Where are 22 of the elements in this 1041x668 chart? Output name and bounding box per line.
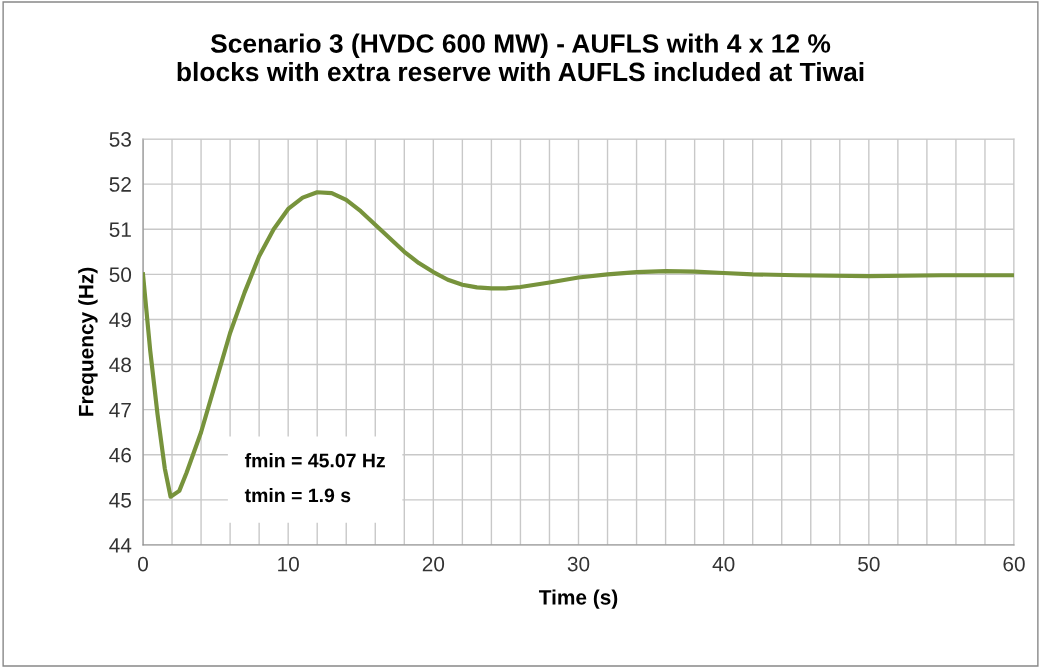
y-tick-label: 53	[109, 132, 131, 147]
y-tick-label: 50	[109, 267, 132, 283]
y-axis-title: Frequency (Hz)	[78, 267, 98, 416]
y-tick-label: 52	[109, 177, 131, 192]
x-tick-label: 20	[422, 556, 445, 572]
x-tick-label: 40	[712, 556, 735, 572]
y-tick-label: 49	[109, 312, 131, 328]
annotation: fmin = 45.07 Hz	[244, 453, 385, 468]
x-tick-label: 50	[858, 556, 880, 572]
x-tick-label: 10	[278, 556, 299, 572]
y-tick-label: 51	[109, 222, 131, 237]
x-tick-label: 60	[1003, 556, 1025, 572]
y-tick-label: 45	[109, 493, 132, 508]
y-tick-label: 48	[109, 357, 131, 373]
x-tick-label: 30	[567, 556, 590, 572]
y-tick-label: 44	[109, 538, 132, 553]
y-tick-label: 46	[109, 447, 131, 463]
x-axis-title: Time (s)	[538, 589, 618, 609]
y-tick-label: 47	[109, 402, 131, 418]
annotation: tmin = 1.9 s	[244, 487, 351, 503]
x-tick-label: 0	[138, 556, 148, 572]
chart-title: Scenario 3 (HVDC 600 MW) - AUFLS with 4 x 12 % blocks with extra reserve with AUFLS included at Tiwai	[177, 33, 864, 82]
